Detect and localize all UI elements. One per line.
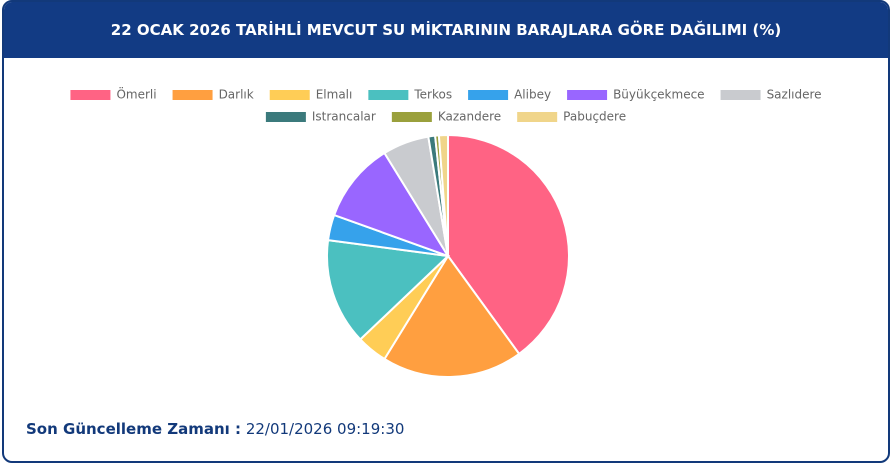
- legend-label: Kazandere: [438, 110, 501, 124]
- pie-slice: [437, 133, 449, 257]
- legend-swatch: [269, 90, 310, 100]
- legend-label: Elmalı: [316, 88, 353, 102]
- legend-swatch: [720, 90, 761, 100]
- legend-label: Pabuçdere: [563, 110, 626, 124]
- footer-label: Son Güncelleme Zamanı :: [26, 420, 242, 438]
- legend-label: Istrancalar: [312, 110, 376, 124]
- pie-slice: [326, 238, 451, 341]
- legend-swatch: [517, 112, 558, 122]
- legend-label: Terkos: [413, 88, 452, 102]
- pie-slice: [332, 151, 451, 258]
- chart-title: 22 OCAK 2026 TARİHLİ MEVCUT SU MİKTARINI…: [4, 2, 888, 58]
- legend-swatch: [265, 112, 306, 122]
- legend-swatch: [468, 90, 509, 100]
- pie-slice: [383, 254, 521, 378]
- legend-label: Darlık: [219, 88, 254, 102]
- legend-swatch: [391, 112, 432, 122]
- footer: Son Güncelleme Zamanı : 22/01/2026 09:19…: [26, 420, 404, 438]
- legend-swatch: [368, 90, 409, 100]
- legend-swatch: [172, 90, 213, 100]
- legend-swatch: [70, 90, 111, 100]
- legend-label: Sazlıdere: [767, 88, 822, 102]
- footer-time: 22/01/2026 09:19:30: [245, 420, 405, 438]
- legend-label: Alibey: [514, 88, 551, 102]
- legend-swatch: [567, 90, 608, 100]
- pie-slice: [447, 133, 570, 356]
- legend-label: Ömerli: [116, 86, 156, 102]
- chart: Ömerli Darlık Elmalı Terkos Alibey Büyükçekme…: [70, 86, 822, 378]
- legend-label: Büyükçekmece: [613, 88, 704, 102]
